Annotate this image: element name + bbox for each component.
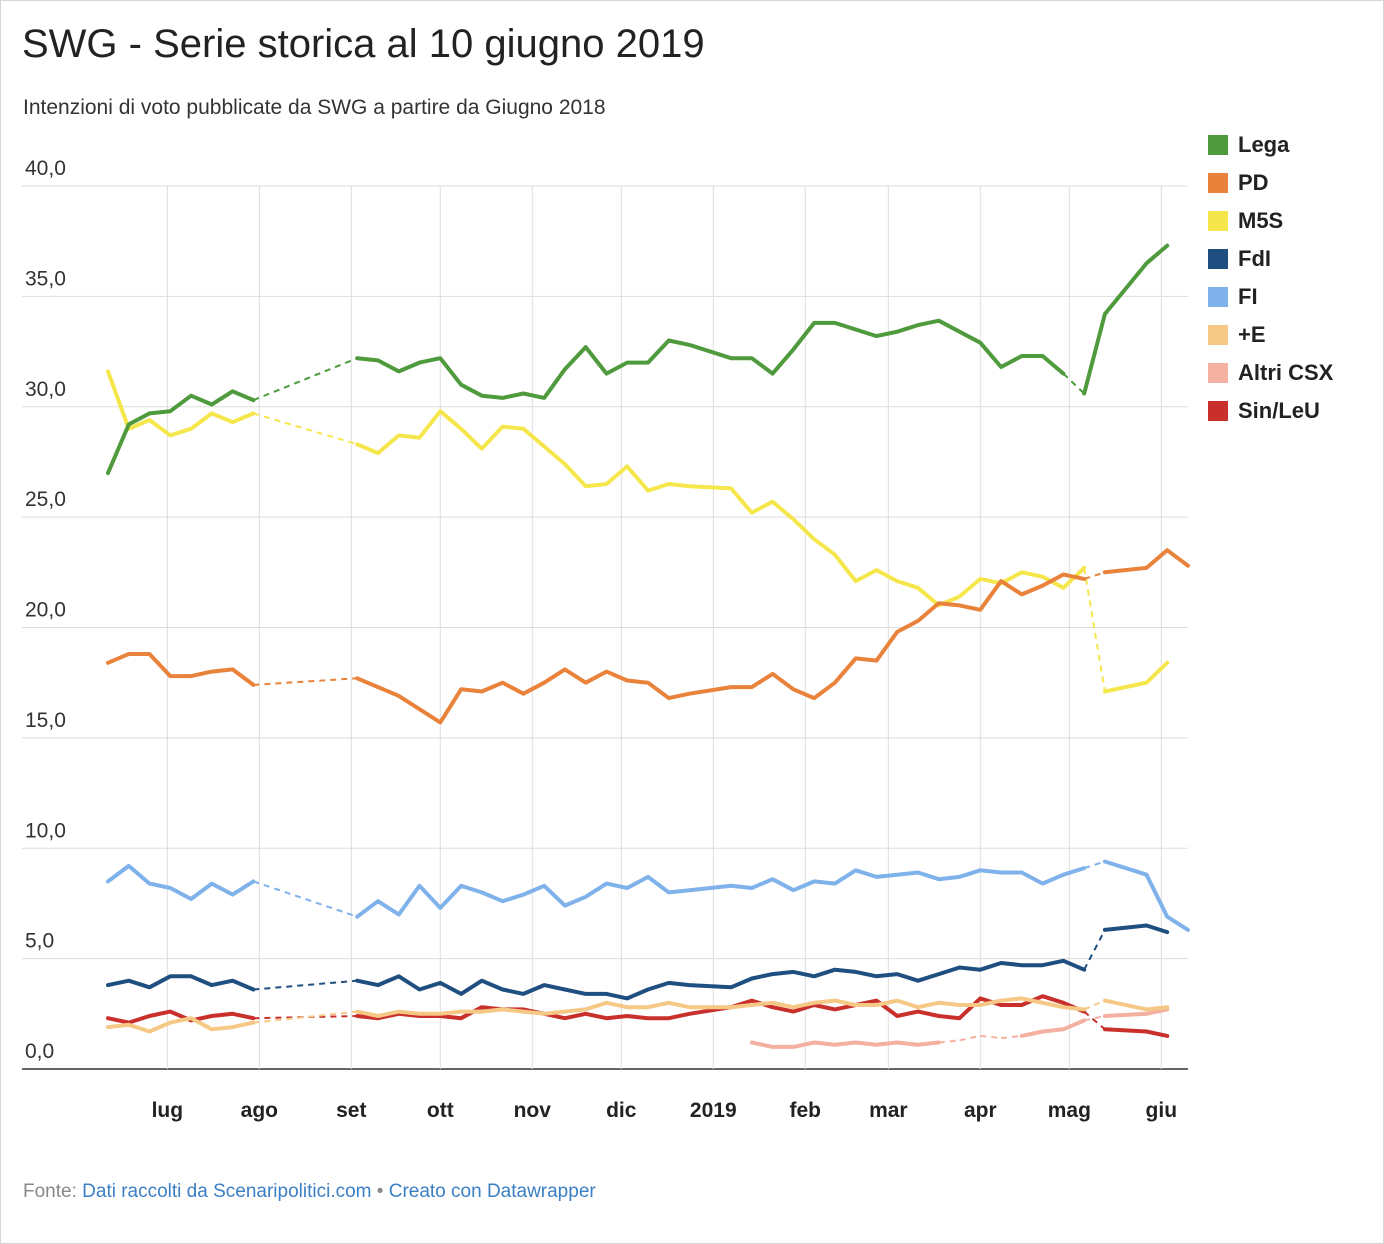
series-gap-lega (1062, 372, 1085, 395)
footer-separator: • (376, 1181, 384, 1202)
series-gap-sin-leu (1083, 1010, 1106, 1031)
series-gap-altri-csx (1083, 1015, 1106, 1022)
y-tick-label: 15,0 (25, 709, 66, 732)
legend-swatch (1208, 173, 1228, 193)
x-tick-label: giu (1146, 1099, 1178, 1122)
grid-lines (22, 185, 1188, 1070)
legend-swatch (1208, 211, 1228, 231)
chart-title: SWG - Serie storica al 10 giugno 2019 (22, 22, 705, 66)
legend-label: +E (1238, 322, 1266, 347)
series-line-lega (1082, 243, 1170, 396)
series-gap-sin-leu (253, 1015, 358, 1020)
series-line-pd (106, 652, 256, 687)
series-gap--e (1083, 999, 1106, 1011)
series-gap-m5s (253, 412, 358, 446)
series-line-fi (106, 863, 256, 901)
series-line-fdi (1102, 923, 1170, 935)
legend-item-fi: FI (1208, 278, 1333, 316)
legend-item--e: +E (1208, 316, 1333, 354)
x-tick-label: feb (790, 1099, 822, 1122)
y-tick-label: 20,0 (25, 599, 66, 622)
series-line-fi (1102, 859, 1190, 932)
series-line-m5s (1102, 660, 1170, 694)
legend: Lega PD M5S FdI FI +E Altri CSX Sin/LeU (1208, 126, 1333, 430)
legend-item-pd: PD (1208, 164, 1333, 202)
footer-label: Fonte: (23, 1181, 77, 1202)
series-gap-altri-csx (938, 1039, 960, 1044)
legend-swatch (1208, 401, 1228, 421)
x-tick-label: apr (964, 1099, 997, 1122)
legend-item-sin-leu: Sin/LeU (1208, 392, 1333, 430)
series-line--e (355, 996, 1087, 1018)
x-tick-label: set (336, 1099, 366, 1122)
legend-swatch (1208, 363, 1228, 383)
y-tick-label: 30,0 (25, 378, 66, 401)
legend-swatch (1208, 287, 1228, 307)
legend-item-fdi: FdI (1208, 240, 1333, 278)
series-line-fdi (355, 958, 1087, 1001)
legend-label: FdI (1238, 246, 1271, 271)
series-line-altri-csx (1019, 1018, 1087, 1038)
legend-item-lega: Lega (1208, 126, 1333, 164)
series-lines (106, 243, 1190, 1049)
series-gap-altri-csx (1000, 1034, 1022, 1040)
series-line-pd (355, 572, 1087, 725)
legend-label: M5S (1238, 208, 1284, 233)
x-tick-label: nov (514, 1099, 552, 1122)
series-gap-pd (253, 677, 358, 686)
legend-label: Lega (1238, 132, 1290, 157)
series-line-m5s (106, 369, 256, 438)
y-tick-label: 10,0 (25, 819, 66, 842)
x-tick-label: lug (152, 1099, 184, 1122)
series-gap-m5s (1083, 567, 1106, 692)
legend-label: PD (1238, 170, 1269, 195)
series-line-altri-csx (749, 1040, 941, 1049)
x-tick-label: dic (606, 1099, 637, 1122)
series-line-sin-leu (106, 1009, 256, 1025)
y-tick-label: 0,0 (25, 1040, 54, 1063)
source-link[interactable]: Dati raccolti da Scenaripolitici.com (82, 1181, 372, 1202)
legend-swatch (1208, 249, 1228, 269)
y-tick-label: 40,0 (25, 157, 66, 180)
legend-label: Sin/LeU (1238, 398, 1320, 423)
x-tick-label: 2019 (690, 1099, 737, 1122)
datawrapper-link[interactable]: Creato con Datawrapper (388, 1181, 596, 1202)
series-line-lega (106, 389, 256, 475)
chart-subtitle: Intenzioni di voto pubblicate da SWG a p… (23, 96, 606, 119)
series-line-sin-leu (1102, 1027, 1170, 1038)
x-tick-label: mag (1048, 1099, 1091, 1122)
series-gap-altri-csx (980, 1034, 1002, 1040)
series-line-lega (355, 318, 1066, 400)
series-line--e (106, 1016, 256, 1034)
legend-label: FI (1238, 284, 1258, 309)
series-gap-fdi (253, 979, 358, 991)
y-tick-label: 5,0 (25, 930, 54, 953)
legend-swatch (1208, 325, 1228, 345)
series-gap-pd (1083, 571, 1106, 580)
legend-item-m5s: M5S (1208, 202, 1333, 240)
x-tick-label: mar (869, 1099, 908, 1122)
legend-label: Altri CSX (1238, 360, 1334, 385)
series-gap-fi (1083, 860, 1106, 870)
series-line--e (1102, 998, 1170, 1012)
x-tick-label: ago (241, 1099, 278, 1122)
series-line-fi (355, 866, 1087, 919)
y-tick-label: 35,0 (25, 267, 66, 290)
series-line-altri-csx (1102, 1007, 1170, 1018)
series-gap-fi (253, 880, 358, 918)
y-tick-label: 25,0 (25, 488, 66, 511)
legend-swatch (1208, 135, 1228, 155)
x-axis: lug ago set ott nov dic 2019 feb mar apr mag giu (152, 1099, 1177, 1122)
series-gap-lega (253, 357, 358, 402)
series-line-pd (1102, 548, 1190, 575)
y-axis: 40,0 35,0 30,0 25,0 20,0 15,0 10,0 5,0 0,0 (25, 157, 66, 1063)
series-gap-fdi (1083, 929, 1106, 971)
series-line-fdi (106, 974, 256, 992)
x-tick-label: ott (427, 1099, 454, 1122)
footer: Fonte: Dati raccolti da Scenaripolitici.… (23, 1181, 596, 1203)
series-gap-altri-csx (959, 1034, 981, 1042)
legend-item-altri-csx: Altri CSX (1208, 354, 1333, 392)
series-line-m5s (355, 409, 1087, 608)
